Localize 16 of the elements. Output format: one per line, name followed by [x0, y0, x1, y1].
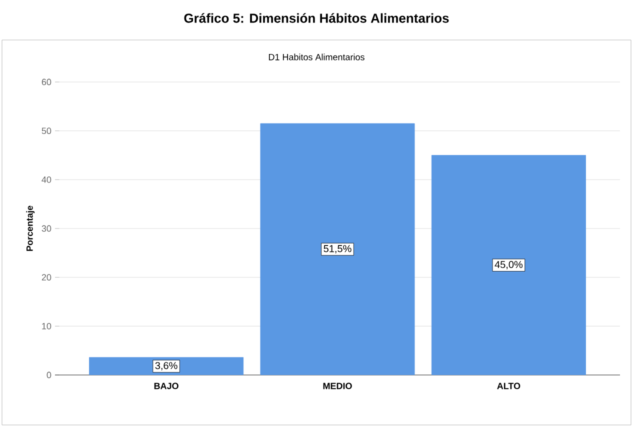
y-tick-label: 10 [42, 322, 52, 330]
data-label: 3,6% [155, 362, 178, 370]
chart-title: Gráfico 5: Dimensión Hábitos Alimentarios [184, 13, 449, 23]
y-tick-label: 0 [46, 372, 52, 378]
y-tick-label: 20 [42, 274, 52, 281]
y-tick-label: 30 [42, 225, 52, 232]
y-tick-label: 60 [42, 78, 52, 86]
data-label: 45,0% [494, 260, 523, 270]
data-label: 51,5% [324, 245, 352, 254]
x-tick-label: ALTO [497, 382, 520, 390]
y-tick-label: 50 [42, 128, 52, 134]
x-tick-label: BAJO [154, 382, 178, 390]
chart-subtitle: D1 Habitos Alimentarios [268, 54, 364, 60]
y-tick-label: 40 [42, 176, 52, 183]
y-axis-title: Porcentaje [26, 206, 35, 251]
x-tick-label: MEDIO [323, 382, 352, 390]
